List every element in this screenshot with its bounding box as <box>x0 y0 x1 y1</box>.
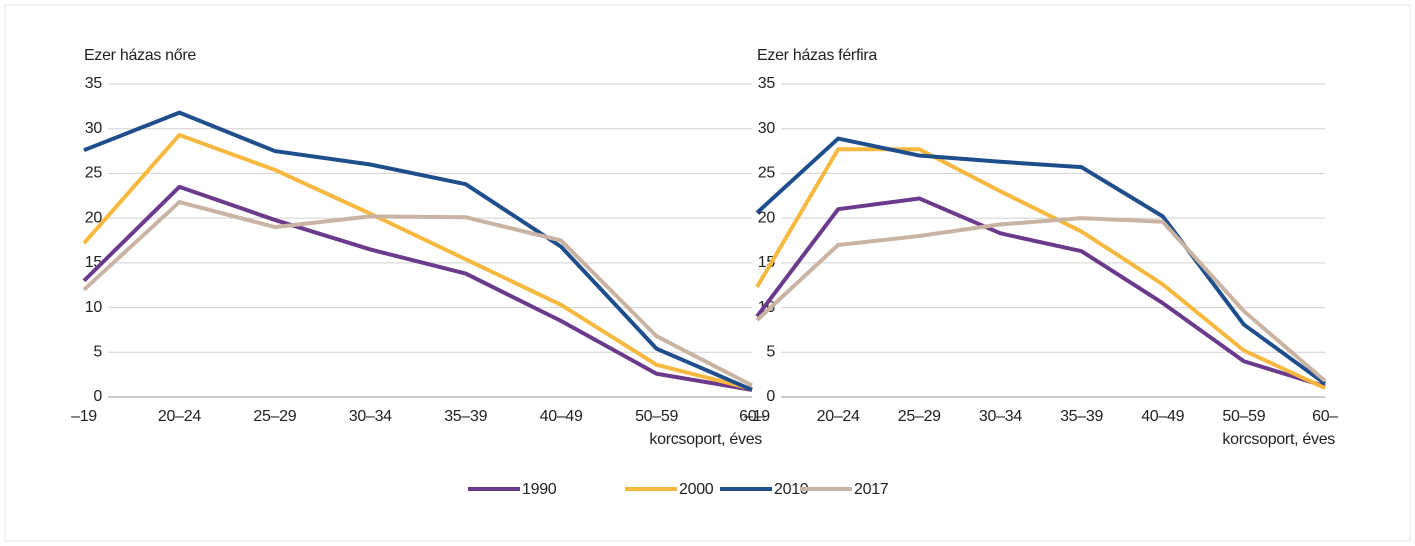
x-tick-label: 20–24 <box>817 408 860 425</box>
x-tick-label: 35–39 <box>1060 408 1103 425</box>
legend-label: 2010 <box>774 481 809 498</box>
legend-label: 2017 <box>854 481 889 498</box>
x-tick-label: 50–59 <box>635 408 678 425</box>
x-tick-label: 40–49 <box>1141 408 1184 425</box>
series-line <box>755 216 1327 383</box>
y-tick-label: 20 <box>758 209 776 226</box>
series-line <box>755 147 1326 390</box>
y-tick-label: 5 <box>766 344 775 361</box>
x-axis-label: korcsoport, éves <box>1222 431 1335 448</box>
series-line <box>82 184 753 392</box>
y-tick-label: 20 <box>85 209 103 226</box>
series-line <box>83 110 753 392</box>
legend-label: 1990 <box>522 481 557 498</box>
y-tick-label: 35 <box>85 75 103 92</box>
legend-label: 2000 <box>679 481 714 498</box>
y-tick-label: 5 <box>93 344 102 361</box>
y-axis-label: Ezer házas férfira <box>757 47 877 64</box>
y-tick-label: 15 <box>758 254 776 271</box>
x-tick-label: 60– <box>739 408 765 425</box>
x-tick-label: 40–49 <box>540 408 583 425</box>
x-tick-label: 35–39 <box>444 408 487 425</box>
series-line <box>82 200 753 388</box>
y-tick-label: 25 <box>758 165 776 182</box>
series-line <box>755 196 1326 389</box>
y-tick-label: 30 <box>758 120 776 137</box>
x-tick-label: 25–29 <box>253 408 296 425</box>
series-line <box>755 136 1327 386</box>
y-tick-label: 10 <box>85 299 103 316</box>
series-line <box>82 132 753 391</box>
y-tick-label: 0 <box>93 388 102 405</box>
y-tick-label: 25 <box>85 165 103 182</box>
x-axis-label: korcsoport, éves <box>649 431 762 448</box>
y-tick-label: 35 <box>758 75 776 92</box>
x-tick-label: 30–34 <box>979 408 1022 425</box>
y-tick-label: 30 <box>85 120 103 137</box>
x-tick-label: 50–59 <box>1222 408 1265 425</box>
x-tick-label: 20–24 <box>158 408 201 425</box>
x-tick-label: 25–29 <box>898 408 941 425</box>
x-tick-label: 30–34 <box>349 408 392 425</box>
y-axis-label: Ezer házas nőre <box>84 47 196 64</box>
y-tick-label: 0 <box>766 388 775 405</box>
x-tick-label: 60– <box>1312 408 1338 425</box>
frame <box>4 4 1411 542</box>
x-tick-label: –19 <box>744 408 770 425</box>
x-tick-label: –19 <box>71 408 97 425</box>
